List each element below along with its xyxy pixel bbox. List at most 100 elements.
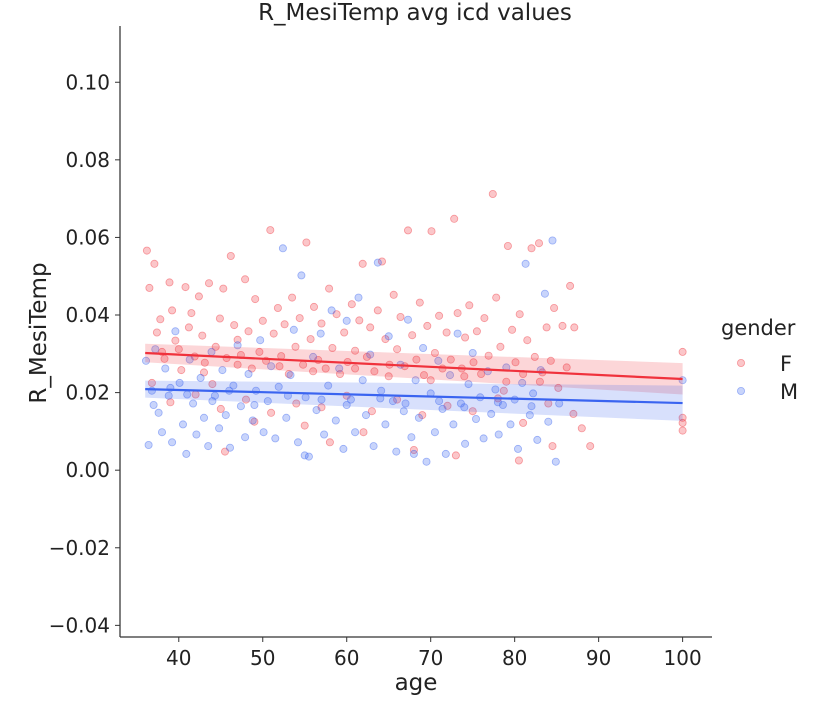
point-f-40	[284, 369, 293, 378]
point-m-94	[491, 385, 500, 394]
legend-marker-m	[737, 386, 746, 395]
point-m-96	[498, 400, 507, 409]
point-m-116	[208, 397, 217, 406]
point-f-90	[472, 327, 481, 336]
point-m-5	[157, 428, 166, 437]
x-tick-label: 90	[586, 646, 611, 670]
point-f-156	[548, 442, 557, 451]
y-tick-labels: −0.04 −0.02 0.00 0.02 0.04 0.06 0.08 0.10	[49, 70, 120, 637]
point-m-107	[540, 289, 549, 298]
point-m-76	[422, 457, 431, 466]
point-m-71	[403, 315, 412, 324]
point-f-61	[362, 352, 371, 361]
point-f-18	[204, 279, 213, 288]
point-f-85	[453, 309, 462, 318]
point-f-19	[208, 380, 217, 389]
point-f-88	[465, 301, 474, 310]
point-f-0	[142, 246, 151, 255]
point-m-20	[210, 391, 219, 400]
point-f-131	[367, 407, 376, 416]
point-f-103	[523, 336, 532, 345]
point-f-69	[393, 345, 402, 354]
point-m-52	[331, 416, 340, 425]
point-m-109	[548, 236, 557, 245]
point-m-78	[430, 428, 439, 437]
point-m-62	[369, 442, 378, 451]
point-m-10	[175, 378, 184, 387]
point-m-32	[256, 336, 265, 345]
y-tick-label: 0.04	[65, 303, 110, 327]
point-f-78	[427, 227, 436, 236]
point-f-59	[355, 316, 364, 325]
point-f-58	[351, 346, 360, 355]
point-m-129	[409, 449, 418, 458]
y-tick-label: 0.08	[65, 148, 110, 172]
point-f-75	[415, 298, 424, 307]
point-m-95	[494, 430, 503, 439]
point-f-141	[199, 368, 208, 377]
point-f-89	[469, 358, 478, 367]
fit-line-m	[145, 388, 683, 405]
scatter-points	[141, 189, 687, 466]
point-f-154	[451, 451, 460, 460]
point-f-31	[251, 295, 260, 304]
y-tick-label: 0.02	[65, 381, 110, 405]
point-m-53	[335, 364, 344, 373]
point-f-68	[389, 290, 398, 299]
point-m-75	[419, 343, 428, 352]
point-m-87	[464, 380, 473, 389]
point-m-38	[278, 244, 287, 253]
point-f-147	[426, 376, 435, 385]
point-f-122	[147, 378, 156, 387]
point-f-151	[220, 447, 229, 456]
point-f-144	[309, 367, 318, 376]
x-tick-label: 60	[334, 646, 359, 670]
regression-lines	[145, 351, 683, 405]
point-f-72	[403, 226, 412, 235]
point-f-21	[215, 314, 224, 323]
point-f-114	[566, 281, 575, 290]
point-f-57	[347, 300, 356, 309]
point-f-62	[366, 323, 375, 332]
point-m-56	[346, 395, 355, 404]
point-m-58	[354, 293, 363, 302]
point-f-37	[273, 303, 282, 312]
point-f-8	[171, 336, 180, 345]
point-f-49	[317, 319, 326, 328]
point-m-61	[366, 350, 375, 359]
point-m-26	[233, 341, 242, 350]
point-f-26	[233, 335, 242, 344]
point-f-47	[309, 302, 318, 311]
x-tick-label: 100	[664, 646, 702, 670]
point-m-0	[141, 356, 150, 365]
point-m-110	[551, 457, 560, 466]
point-m-50	[324, 381, 333, 390]
point-f-20	[211, 342, 220, 351]
point-m-21	[215, 424, 224, 433]
point-f-93	[484, 351, 493, 360]
point-m-103	[525, 411, 534, 420]
point-f-98	[503, 241, 512, 250]
point-f-127	[267, 408, 276, 417]
point-f-64	[373, 306, 382, 315]
point-f-28	[241, 275, 250, 284]
fit-line-f	[145, 351, 683, 381]
point-m-1	[144, 440, 153, 449]
point-f-95	[492, 293, 501, 302]
point-m-108	[544, 417, 553, 426]
point-m-82	[445, 371, 454, 380]
point-f-153	[409, 445, 418, 454]
point-f-116	[577, 424, 586, 433]
point-m-42	[293, 438, 302, 447]
point-m-40	[286, 371, 295, 380]
point-m-83	[449, 420, 458, 429]
point-f-149	[502, 377, 511, 386]
point-m-125	[460, 403, 469, 412]
legend-label-m: M	[780, 380, 798, 404]
point-f-97	[499, 386, 508, 395]
point-f-87	[461, 333, 470, 342]
point-f-16	[198, 331, 207, 340]
point-f-53	[332, 310, 341, 319]
point-m-23	[221, 411, 230, 420]
point-m-11	[178, 420, 187, 429]
